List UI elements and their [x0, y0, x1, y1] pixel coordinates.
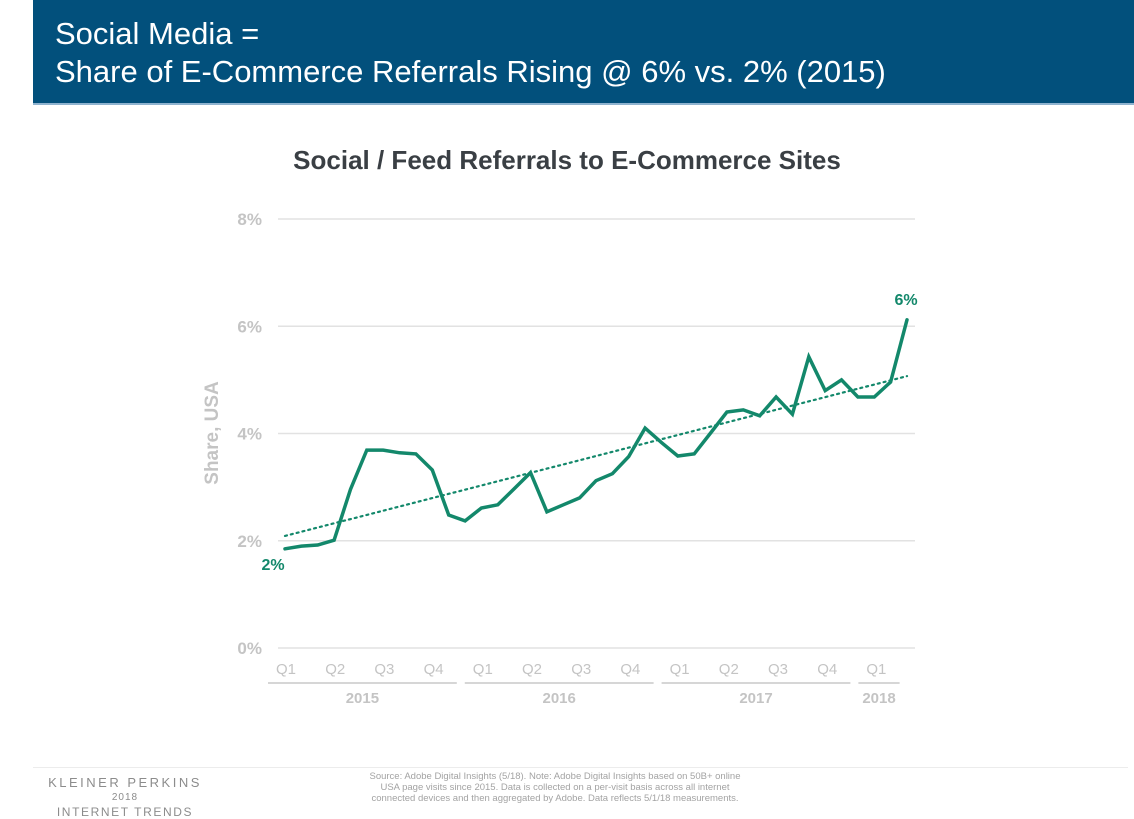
gridlines [278, 218, 915, 649]
slide-title-line-2: Share of E-Commerce Referrals Rising @ 6… [55, 54, 886, 89]
series [283, 318, 909, 551]
brand-subtitle: INTERNET TRENDS [56, 805, 194, 819]
year-label: 2015 [346, 690, 379, 707]
slide-header: Social Media = Share of E-Commerce Refer… [33, 0, 1134, 103]
annotations: 2% 6% [261, 292, 917, 574]
x-tick-label: Q1 [866, 661, 886, 678]
source-note: Source: Adobe Digital Insights (5/18). N… [320, 771, 790, 804]
source-line: connected devices and then aggregated by… [371, 793, 739, 804]
year-label: 2017 [739, 690, 772, 707]
brand-year: 2018 [111, 792, 139, 803]
x-tick-label: Q1 [473, 661, 493, 678]
x-tick-label: Q1 [670, 661, 690, 678]
x-tick-label: Q4 [424, 661, 444, 678]
footer-divider [33, 767, 1128, 768]
source-line: USA page visits since 2015. Data is coll… [380, 782, 730, 793]
line-chart: 0%2%4%6%8% Share, USA Q1 Q2 Q3 Q4 Q1 Q2 Q3 Q4 Q1… [202, 210, 918, 707]
y-tick-label: 0% [237, 639, 262, 658]
x-tick-label: Q4 [817, 661, 837, 678]
x-tick-label: Q1 [276, 661, 296, 678]
year-label: 2018 [862, 690, 895, 707]
trendline [283, 375, 909, 538]
y-tick-label: 6% [237, 317, 262, 336]
chart-title: Social / Feed Referrals to E-Commerce Si… [293, 145, 841, 175]
x-tick-label: Q2 [522, 661, 542, 678]
x-tick-label: Q4 [620, 661, 640, 678]
slide-title-line-1: Social Media = [55, 16, 260, 51]
data-label: 2% [261, 557, 284, 574]
series-line [283, 318, 909, 551]
brand-logo: KLEINER PERKINS 2018 INTERNET TRENDS [20, 775, 230, 819]
trendline-path [283, 375, 909, 538]
y-tick-label: 4% [237, 425, 262, 444]
x-axis: Q1 Q2 Q3 Q4 Q1 Q2 Q3 Q4 Q1 Q2 Q3 Q4 Q1 2015 2016 2017 20… [268, 661, 900, 707]
x-tick-label: Q2 [325, 661, 345, 678]
source-line: Source: Adobe Digital Insights (5/18). N… [369, 771, 741, 782]
x-tick-label: Q2 [719, 661, 739, 678]
brand-name: KLEINER PERKINS [48, 775, 202, 790]
data-label: 6% [894, 292, 917, 309]
x-tick-label: Q3 [768, 661, 788, 678]
header-divider [33, 103, 1134, 105]
year-label: 2016 [543, 690, 576, 707]
y-tick-label: 8% [237, 210, 262, 229]
y-tick-label: 2% [237, 532, 262, 551]
y-tick-labels: 0% 2% 4% 6% 8% [237, 210, 262, 658]
y-axis-label: Share, USA [202, 381, 223, 485]
x-tick-label: Q3 [571, 661, 591, 678]
x-tick-label: Q3 [374, 661, 394, 678]
